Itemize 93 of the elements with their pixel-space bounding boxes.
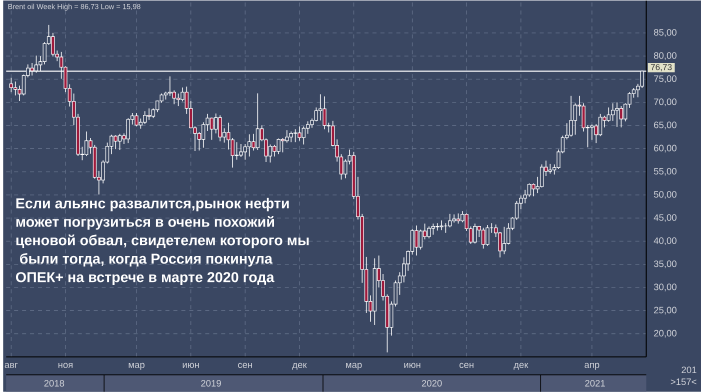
candlestick	[143, 110, 147, 124]
x-tick-label: авг	[4, 362, 18, 368]
y-tick-label: 85,00	[654, 29, 676, 37]
candlestick	[590, 124, 594, 140]
y-tick-label: 45,00	[654, 214, 676, 222]
text: 2021	[585, 380, 605, 386]
annotation: ОПЕК+ на встрече в марте 2020 года	[16, 272, 274, 285]
candlestick	[548, 163, 552, 174]
candlestick	[134, 112, 138, 127]
annotation: были тогда, когда Россия покинула	[20, 253, 273, 267]
y-tick-label: 50,00	[654, 191, 676, 199]
candlestick	[276, 138, 280, 155]
y-tick-label: 20,00	[654, 330, 676, 338]
candlestick	[456, 212, 460, 224]
candlestick	[414, 225, 418, 256]
y-tick-label: 65,00	[654, 122, 676, 130]
x-tick-label: апр	[584, 362, 600, 370]
x-tick-label: дек	[292, 362, 307, 370]
x-tick-label: ноя	[58, 362, 73, 368]
candlestick	[176, 93, 180, 106]
annotation: может погрузиться в очень похожий	[16, 216, 274, 230]
candlestick	[293, 128, 298, 142]
candlestick	[243, 144, 247, 160]
text: 2020	[422, 380, 442, 386]
candlestick	[314, 106, 318, 122]
candlestick	[306, 120, 310, 134]
candlestick	[440, 220, 444, 230]
candlestick	[486, 224, 490, 246]
y-tick-label: 40,00	[654, 237, 676, 245]
x-tick-label: мар	[346, 362, 362, 370]
candlestick	[502, 226, 506, 254]
candlestick	[322, 96, 326, 130]
y-tick-label: 60,00	[654, 144, 676, 152]
candlestick	[598, 113, 602, 136]
annotation: Если альянс развалится,рынок нефти	[16, 198, 289, 212]
y-tick-label: 30,00	[654, 284, 676, 292]
candlestick	[619, 106, 624, 128]
candlestick	[172, 90, 176, 105]
candlestick	[573, 102, 578, 136]
candlestick	[527, 182, 532, 198]
candlestick	[210, 117, 214, 140]
candlestick	[427, 226, 431, 239]
candlestick	[114, 134, 118, 150]
x-tick-label: сен	[460, 362, 474, 368]
candlestick	[298, 126, 302, 142]
text: >157<	[670, 378, 696, 385]
candlestick	[168, 76, 172, 96]
candlestick	[280, 138, 285, 153]
candlestick	[569, 95, 573, 137]
candlestick	[202, 122, 206, 148]
candlestick	[418, 229, 422, 250]
candlestick	[285, 130, 289, 143]
candlestick	[147, 108, 151, 120]
candlestick	[247, 134, 252, 157]
ref-line-label: 76,73	[650, 64, 672, 72]
candlestick	[540, 164, 544, 188]
y-tick-label: 25,00	[654, 306, 676, 314]
y-tick-label: 70,00	[654, 98, 676, 106]
candlestick	[126, 118, 130, 144]
text: 201	[682, 366, 696, 374]
candlestick	[615, 102, 619, 128]
x-tick-label: мар	[128, 362, 144, 370]
candlestick	[448, 213, 452, 228]
candlestick	[302, 126, 306, 145]
candlestick	[289, 131, 293, 142]
candlestick	[481, 227, 486, 249]
candlestick	[498, 231, 502, 258]
candlestick	[9, 77, 14, 93]
candlestick	[234, 142, 239, 160]
candlestick	[218, 114, 222, 142]
candlestick	[84, 131, 88, 156]
candlestick	[610, 102, 615, 122]
text: 2019	[201, 380, 221, 386]
candlestick	[214, 112, 218, 134]
y-tick-label: 55,00	[654, 168, 676, 176]
candlestick	[138, 118, 143, 130]
candlestick	[431, 223, 436, 236]
y-tick-label: 35,00	[654, 260, 676, 268]
y-tick-label: 75,00	[654, 75, 676, 83]
x-tick-label: июн	[182, 362, 199, 368]
y-tick-label: 80,00	[654, 52, 676, 60]
text: 2018	[44, 380, 64, 386]
candlestick	[239, 144, 243, 158]
candlestick	[473, 223, 477, 244]
candlestick	[256, 92, 260, 150]
x-tick-label: дек	[514, 362, 528, 370]
x-tick-label: июн	[404, 362, 420, 368]
candlestick	[51, 32, 55, 57]
annotation: ценовой обвал, свидетелем которого мы	[16, 234, 309, 248]
candlestick	[14, 81, 18, 96]
candlestick	[118, 133, 122, 150]
candlestick	[606, 106, 610, 122]
x-tick-label: сен	[238, 362, 252, 368]
